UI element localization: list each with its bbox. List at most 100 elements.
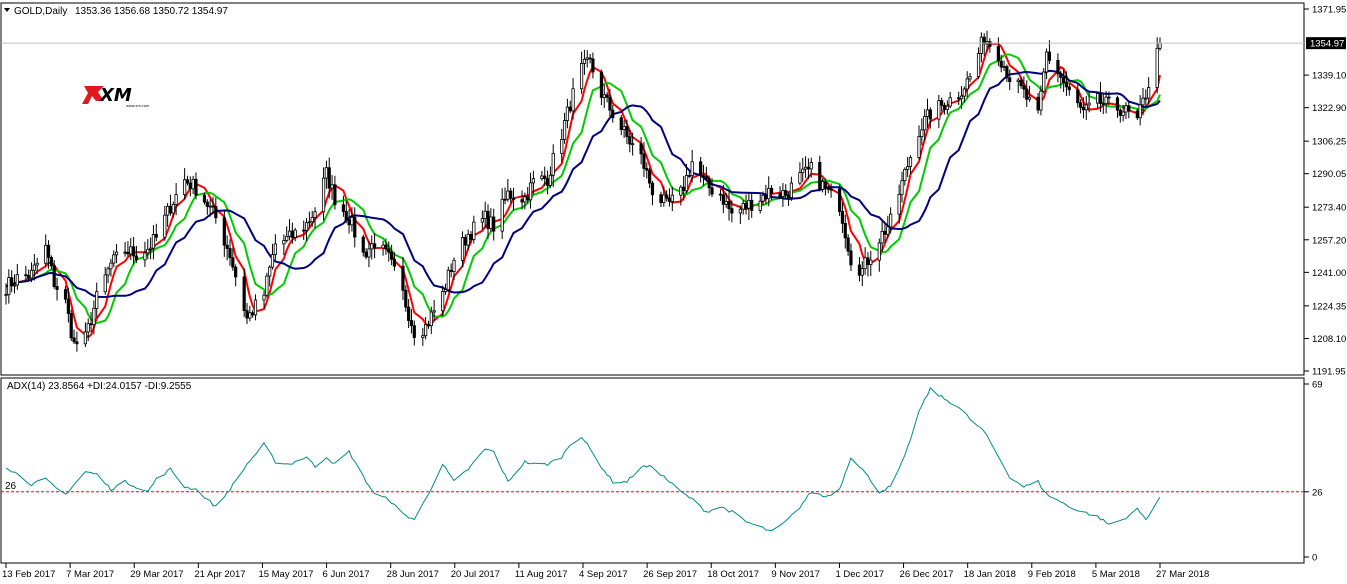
candle: [906, 156, 910, 178]
candle: [1096, 91, 1100, 109]
price-tick-label: 1371.95: [1312, 5, 1346, 16]
candle: [126, 241, 130, 257]
date-tick-label: 6 Jun 2017: [323, 569, 370, 580]
price-tick-label: 1290.05: [1312, 169, 1346, 180]
candle: [166, 203, 170, 227]
candle: [1019, 77, 1023, 89]
candle: [273, 234, 277, 260]
candle: [925, 98, 930, 128]
candle: [282, 234, 286, 256]
price-tick-label: 1241.00: [1312, 268, 1346, 279]
date-tick-label: 11 Aug 2017: [515, 569, 568, 580]
date-tick-label: 28 Jun 2017: [387, 569, 439, 580]
candle: [163, 205, 167, 241]
candle: [344, 200, 348, 224]
dropdown-triangle-icon[interactable]: [4, 8, 10, 12]
candle: [123, 241, 127, 257]
date-tick-label: 5 Mar 2018: [1092, 569, 1140, 580]
symbol-label: GOLD,Daily: [14, 6, 67, 17]
candle: [863, 247, 867, 275]
candle: [721, 185, 725, 214]
candle: [1084, 96, 1088, 120]
candle: [228, 239, 232, 266]
candle: [424, 317, 428, 340]
candle: [12, 274, 17, 294]
date-tick-label: 13 Feb 2017: [2, 569, 55, 580]
candle: [387, 241, 391, 262]
candle: [1107, 91, 1111, 106]
candle: [293, 227, 297, 242]
adx-level-label: 26: [5, 481, 17, 492]
candle: [619, 114, 623, 136]
candle: [840, 202, 845, 233]
candle: [441, 285, 445, 317]
candle: [27, 269, 31, 282]
candle: [1135, 107, 1139, 120]
candle: [129, 237, 133, 260]
candle: [1155, 37, 1159, 94]
date-tick-label: 26 Dec 2017: [900, 569, 954, 580]
candle: [211, 196, 215, 214]
candle: [106, 266, 110, 284]
candle: [937, 94, 941, 129]
candle: [15, 263, 19, 290]
candle: [923, 109, 927, 141]
adx-lines: 26 69 26 0: [1, 380, 1323, 564]
candle: [920, 118, 924, 146]
candle: [1059, 70, 1063, 89]
candle: [134, 245, 139, 263]
candle: [741, 199, 745, 215]
candle: [421, 327, 425, 346]
candle: [174, 183, 178, 216]
ohlc-label: 1353.36 1356.68 1350.72 1354.97: [75, 6, 228, 17]
candle: [767, 176, 771, 207]
candle: [860, 261, 864, 287]
candle: [560, 129, 564, 163]
candle: [191, 175, 195, 195]
candle: [809, 157, 813, 178]
candle: [1047, 40, 1052, 64]
candle: [503, 187, 507, 205]
date-tick-label: 27 Mar 2018: [1156, 569, 1209, 580]
candle: [579, 51, 584, 94]
candle: [407, 298, 411, 329]
candle: [976, 47, 981, 79]
candle: [798, 162, 802, 186]
candle: [747, 193, 751, 221]
candle: [628, 130, 632, 153]
candle: [1036, 92, 1040, 114]
date-tick-label: 7 Mar 2017: [66, 569, 114, 580]
candle: [1124, 102, 1128, 119]
candle: [242, 268, 246, 317]
adx-label: ADX(14) 23.8564 +DI:24.0157 -DI:9.2555: [7, 381, 192, 392]
candle: [562, 112, 567, 144]
candle: [1044, 48, 1049, 80]
candle: [999, 54, 1003, 73]
candle: [287, 219, 292, 241]
candle: [818, 155, 822, 192]
candle: [500, 188, 504, 239]
candle: [908, 155, 913, 175]
candle: [738, 205, 742, 224]
candle: [401, 257, 405, 301]
candle: [602, 84, 606, 108]
candle: [526, 187, 530, 204]
candle: [744, 194, 748, 215]
moving-average-slow: [5, 69, 1161, 299]
candle: [699, 156, 703, 183]
candle: [750, 193, 754, 218]
candle: [251, 310, 255, 318]
candle: [188, 176, 192, 197]
candle: [531, 170, 535, 195]
candle: [231, 247, 235, 271]
candle: [225, 235, 229, 261]
candle: [968, 73, 972, 83]
candle: [234, 264, 238, 287]
candle: [270, 243, 275, 270]
candle: [44, 234, 48, 267]
price-tick-label: 1224.35: [1312, 301, 1346, 312]
price-tick-label: 1191.95: [1312, 367, 1346, 378]
candle: [183, 168, 187, 200]
candle: [1127, 101, 1131, 119]
